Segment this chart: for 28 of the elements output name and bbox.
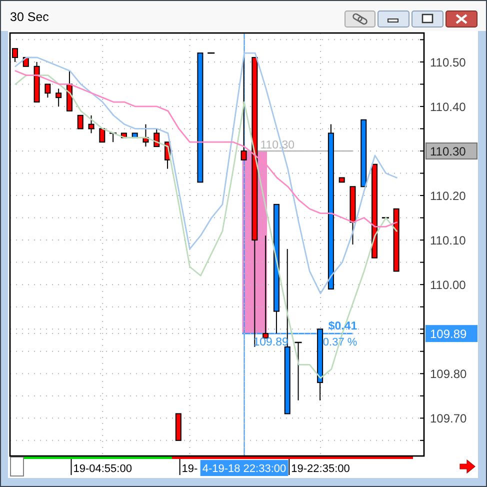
y-tick-label: 109.80 (430, 366, 468, 381)
candlestick (12, 48, 18, 62)
candlestick (99, 128, 106, 143)
y-tick-label: 109.89 (430, 326, 468, 341)
line-series (14, 52, 398, 294)
y-tick-label: 110.10 (430, 233, 466, 248)
y-tick-label: 110.30 (430, 144, 466, 158)
x-tick-label: 19-22:35:00 (291, 463, 350, 475)
y-tick-label: 110.50 (430, 55, 466, 70)
y-tick-label: 110.00 (430, 278, 466, 292)
candlestick (44, 84, 51, 98)
chart-title: 30 Sec (10, 10, 49, 24)
candlestick (88, 114, 94, 134)
x-tick-label: 19-04:55:00 (73, 463, 132, 475)
y-tick-label: 109.70 (430, 411, 468, 426)
y-tick-label: 110.40 (430, 100, 466, 114)
x-tick-label: 19- (182, 463, 198, 475)
candlestick (56, 88, 62, 107)
annotation: $0.41 (328, 320, 358, 333)
candlestick (262, 235, 269, 339)
candlestick (77, 114, 84, 130)
annotation: 0.37 % (322, 336, 358, 349)
x-tick-label: 4-19-18 22:33:00 (202, 463, 286, 475)
line-series (14, 70, 398, 228)
candlestick (240, 56, 247, 160)
y-tick-label: 110.20 (430, 188, 466, 203)
candlestick (154, 128, 160, 148)
line-series (14, 74, 398, 379)
